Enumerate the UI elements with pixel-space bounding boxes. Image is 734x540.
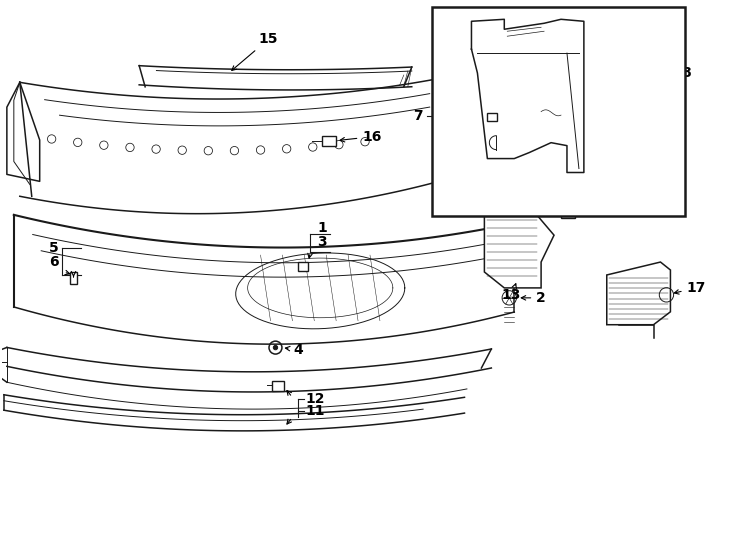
Polygon shape xyxy=(484,215,554,288)
Bar xyxy=(70,272,78,284)
Bar xyxy=(487,113,498,121)
Text: 3: 3 xyxy=(317,235,327,249)
Circle shape xyxy=(656,52,664,60)
Text: 4: 4 xyxy=(286,342,303,356)
Text: 17: 17 xyxy=(675,281,706,295)
Text: 14: 14 xyxy=(575,198,600,213)
Text: 10: 10 xyxy=(458,100,484,115)
Circle shape xyxy=(273,346,277,350)
Text: 1: 1 xyxy=(317,221,327,235)
Text: 5: 5 xyxy=(48,241,59,255)
Text: 9: 9 xyxy=(467,136,485,150)
Text: 2: 2 xyxy=(521,291,546,305)
Polygon shape xyxy=(607,262,670,325)
Text: 16: 16 xyxy=(340,130,382,144)
Text: 13: 13 xyxy=(501,288,521,302)
Text: 11: 11 xyxy=(305,404,325,418)
Text: 7: 7 xyxy=(413,109,423,123)
Text: 12: 12 xyxy=(305,393,325,406)
Text: 15: 15 xyxy=(232,32,278,70)
Bar xyxy=(272,381,285,391)
Bar xyxy=(432,8,686,217)
Bar xyxy=(298,262,308,271)
Bar xyxy=(561,208,575,218)
Text: 8: 8 xyxy=(681,66,691,80)
Bar xyxy=(322,136,336,146)
Text: 6: 6 xyxy=(48,255,59,269)
